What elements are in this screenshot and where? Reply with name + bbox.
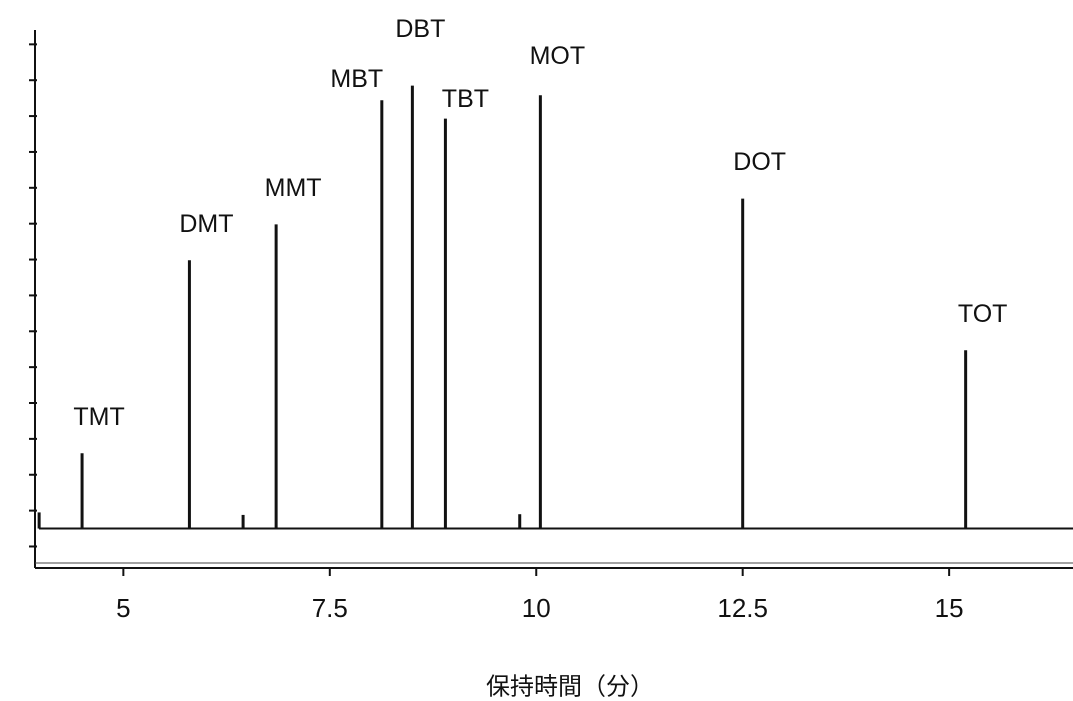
peak-label: DBT bbox=[395, 15, 445, 43]
peak-label: DOT bbox=[733, 148, 786, 176]
peak-label: MMT bbox=[265, 174, 322, 202]
x-axis-title: 保持時間（分） bbox=[486, 673, 654, 700]
x-tick-label: 12.5 bbox=[717, 593, 768, 623]
peak-label: TOT bbox=[958, 300, 1008, 328]
x-tick-label: 7.5 bbox=[312, 593, 348, 623]
peak-label: TMT bbox=[73, 403, 124, 431]
x-tick-label: 15 bbox=[935, 593, 964, 623]
x-tick-label: 10 bbox=[522, 593, 551, 623]
peak-label: TBT bbox=[442, 85, 489, 113]
x-tick-label: 5 bbox=[116, 593, 130, 623]
peak-label: DMT bbox=[179, 210, 233, 238]
peak-label: MOT bbox=[530, 42, 586, 70]
peak-label: MBT bbox=[330, 65, 383, 93]
